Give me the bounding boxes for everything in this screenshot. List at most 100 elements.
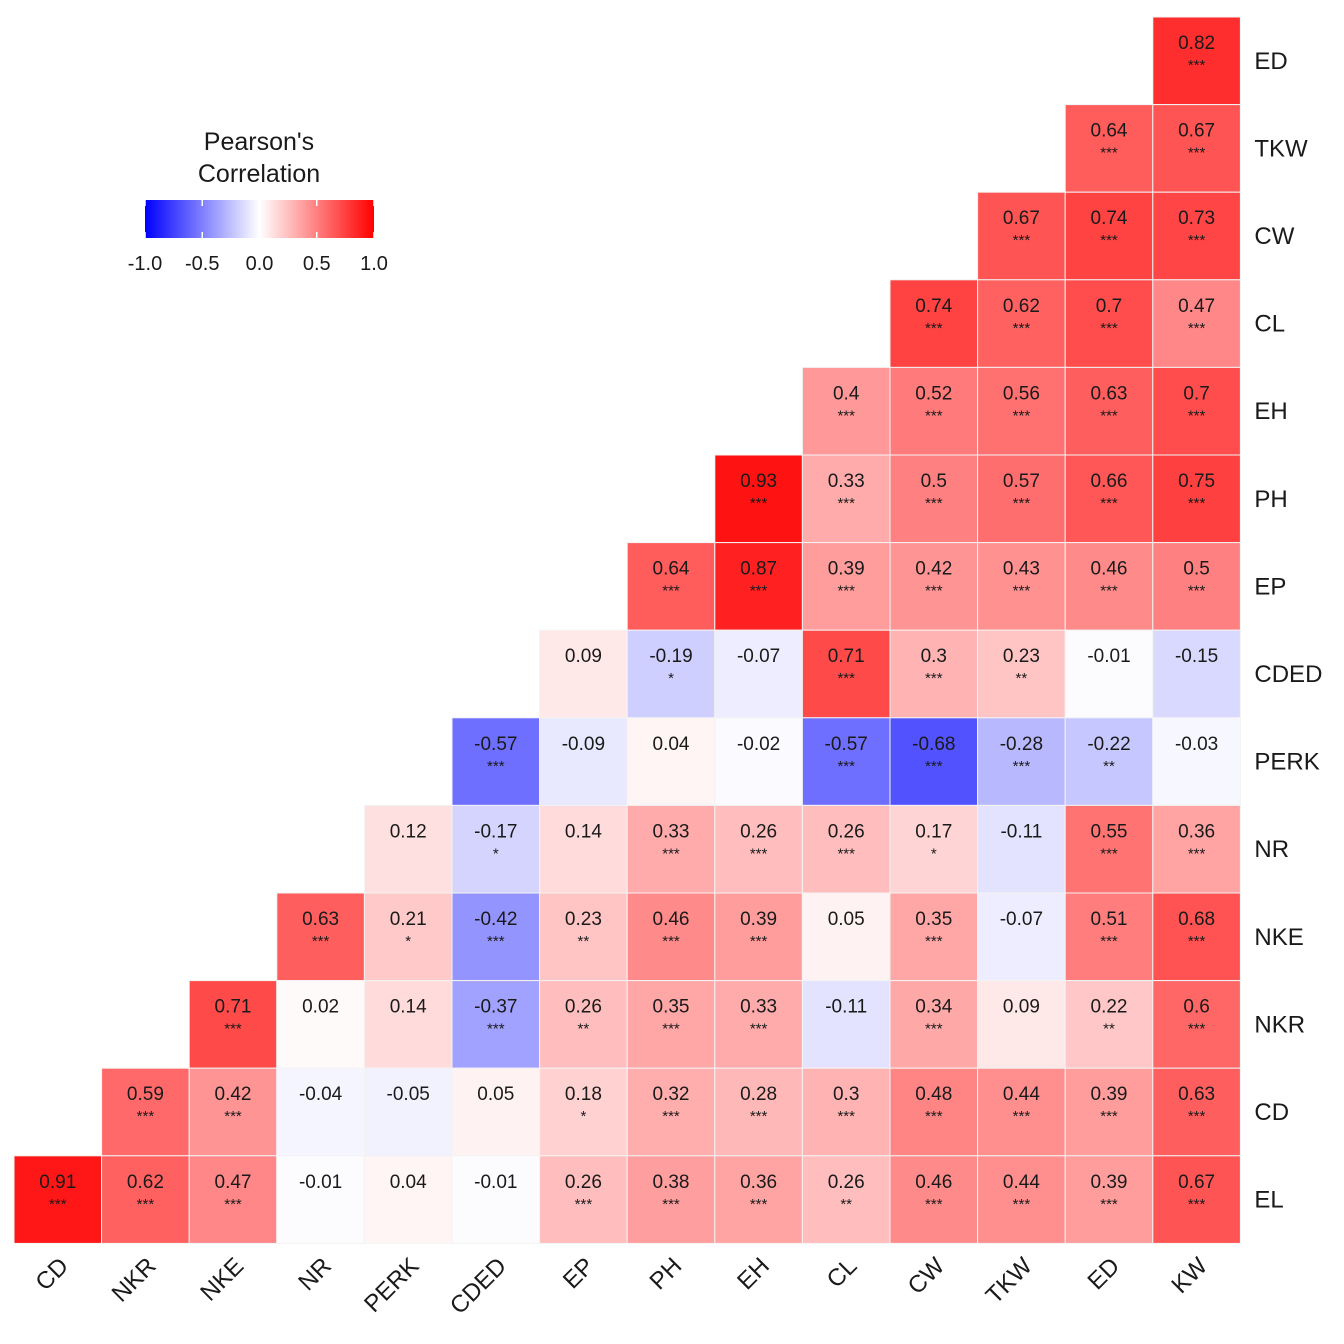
x-tick-label: PH: [645, 1253, 688, 1296]
heatmap-cell: 0.26 ***: [539, 1155, 628, 1244]
cell-significance: ***: [487, 1021, 505, 1038]
heatmap-cell: -0.09: [539, 717, 628, 806]
cell-fill: [1152, 191, 1241, 281]
cell-significance: ***: [750, 933, 768, 950]
cell-fill: [1152, 104, 1241, 193]
heatmap-cell: 0.52 ***: [889, 366, 979, 456]
heatmap-cell: -0.02: [714, 717, 803, 806]
cell-value: -0.28: [1000, 734, 1043, 755]
cell-significance: ***: [925, 933, 943, 950]
heatmap-cell: -0.57 ***: [801, 717, 891, 806]
heatmap-cell: 0.91 ***: [13, 1155, 103, 1244]
cell-fill: [714, 1067, 803, 1157]
heatmap-cell: 0.74 ***: [889, 279, 979, 368]
cell-significance: ***: [1188, 1021, 1206, 1038]
y-tick-label: NKE: [1254, 924, 1303, 951]
cell-fill: [889, 804, 979, 894]
cell-value: 0.63: [302, 909, 339, 930]
cell-value: -0.07: [1000, 909, 1043, 930]
heatmap-cell: 0.12: [363, 804, 453, 894]
cell-value: 0.64: [653, 559, 690, 580]
cell-value: -0.42: [474, 909, 517, 930]
heatmap-cell: -0.04: [276, 1067, 365, 1157]
cell-value: 0.48: [915, 1084, 952, 1105]
heatmap-cell: 0.68 ***: [1152, 892, 1241, 982]
cell-significance: ***: [1013, 1196, 1031, 1213]
cell-fill: [889, 1155, 979, 1244]
cell-significance: **: [578, 933, 590, 950]
cell-value: 0.55: [1091, 821, 1128, 842]
cell-fill: [977, 629, 1066, 719]
heatmap-cell: 0.75 ***: [1152, 454, 1241, 544]
cell-significance: ***: [662, 933, 680, 950]
cell-fill: [363, 804, 453, 894]
cell-value: 0.67: [1003, 208, 1040, 229]
cell-fill: [451, 1067, 541, 1157]
x-tick-label: CW: [903, 1252, 951, 1300]
cell-significance: ***: [750, 495, 768, 512]
cell-value: 0.71: [215, 997, 252, 1018]
cell-fill: [714, 717, 803, 806]
cell-value: 0.7: [1096, 296, 1122, 317]
cell-significance: ***: [487, 758, 505, 775]
cell-fill: [101, 1155, 190, 1244]
cell-value: 0.51: [1091, 909, 1128, 930]
cell-fill: [889, 892, 979, 982]
heatmap-cell: 0.63 ***: [1064, 366, 1154, 456]
heatmap-cell: 0.71 ***: [188, 980, 278, 1069]
cell-fill: [714, 1155, 803, 1244]
cell-fill: [276, 1067, 365, 1157]
heatmap-cell: 0.74 ***: [1064, 191, 1154, 281]
heatmap-cell: 0.14: [539, 804, 628, 894]
legend-tick-label: 1.0: [360, 253, 388, 275]
heatmap-cell: -0.05: [363, 1067, 453, 1157]
cell-fill: [977, 1155, 1066, 1244]
cell-significance: ***: [1100, 933, 1118, 950]
cell-value: 0.73: [1178, 208, 1215, 229]
cell-fill: [363, 1067, 453, 1157]
cell-value: 0.39: [1091, 1172, 1128, 1193]
x-tick-label: ED: [1083, 1253, 1126, 1296]
cell-fill: [801, 1155, 891, 1244]
cell-significance: ***: [1188, 1108, 1206, 1125]
cell-value: 0.02: [302, 997, 339, 1018]
cell-value: 0.04: [390, 1172, 427, 1193]
cell-fill: [188, 1155, 278, 1244]
heatmap-cell: 0.36 ***: [1152, 804, 1241, 894]
heatmap-cell: 0.36 ***: [714, 1155, 803, 1244]
cell-significance: ***: [1013, 320, 1031, 337]
heatmap-cell: 0.21 *: [363, 892, 453, 982]
cell-significance: *: [493, 845, 499, 862]
cell-fill: [977, 717, 1066, 806]
cell-significance: ***: [925, 583, 943, 600]
cell-fill: [451, 717, 541, 806]
x-tick-label: NKR: [107, 1253, 162, 1308]
cell-fill: [1064, 804, 1154, 894]
cell-significance: ***: [837, 670, 855, 687]
heatmap-cell: 0.46 ***: [889, 1155, 979, 1244]
heatmap-cell: 0.67 ***: [1152, 104, 1241, 193]
y-tick-label: TKW: [1254, 135, 1308, 162]
heatmap-cell: -0.28 ***: [977, 717, 1066, 806]
cell-significance: ***: [750, 1021, 768, 1038]
heatmap-cell: 0.35 ***: [626, 980, 716, 1069]
y-tick-label: PERK: [1254, 749, 1319, 776]
y-axis-labels: ED TKW CW CL EH PH EP CDED PERK NR NKE NKR CD EL: [1254, 48, 1322, 1214]
heatmap-cell: -0.15: [1152, 629, 1241, 719]
heatmap-cell: 0.71 ***: [801, 629, 891, 719]
cell-fill: [13, 1155, 103, 1244]
cell-value: 0.14: [565, 821, 602, 842]
heatmap-cell: 0.62 ***: [977, 279, 1066, 368]
heatmap-cell: 0.18 *: [539, 1067, 628, 1157]
cell-value: 0.36: [1178, 821, 1215, 842]
cell-fill: [801, 542, 891, 631]
y-tick-label: ED: [1254, 48, 1287, 75]
heatmap-cell: 0.23 **: [539, 892, 628, 982]
cell-fill: [539, 1067, 628, 1157]
cell-significance: **: [578, 1021, 590, 1038]
y-tick-label: EH: [1254, 398, 1287, 425]
cell-fill: [276, 980, 365, 1069]
cell-significance: ***: [1188, 1196, 1206, 1213]
cell-significance: *: [931, 845, 937, 862]
